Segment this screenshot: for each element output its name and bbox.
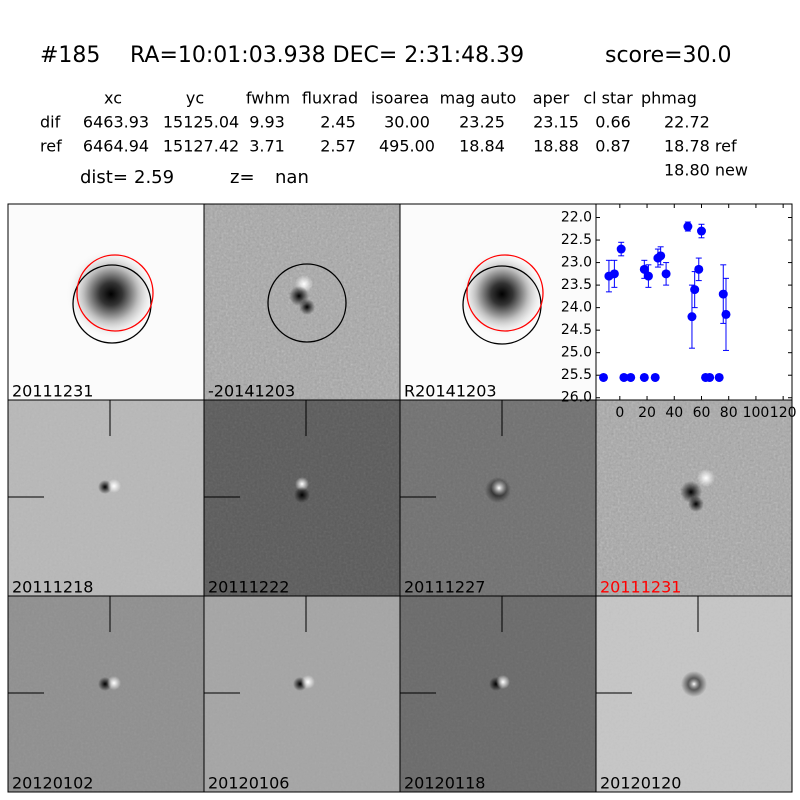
- table-cell: 15127.42: [163, 137, 239, 156]
- image: [400, 596, 596, 792]
- panel-label: 20111222: [208, 578, 289, 597]
- table-cell: 2.57: [320, 137, 356, 156]
- panel-label: 20111231: [600, 578, 681, 597]
- y-tick-label: 24.0: [561, 300, 592, 316]
- table-cell: 23.15: [533, 113, 579, 132]
- point: [650, 372, 660, 382]
- y-tick-label: 26.0: [561, 390, 592, 406]
- column-header: isoarea: [371, 89, 429, 108]
- z-value: nan: [275, 167, 309, 188]
- point: [687, 312, 697, 322]
- point: [690, 285, 700, 295]
- column-header: phmag: [641, 89, 697, 108]
- row-label: dif: [40, 113, 61, 132]
- panel-label: 20111231: [12, 382, 93, 401]
- panel-label: R20141203: [404, 382, 497, 401]
- y-tick-label: 25.0: [561, 345, 592, 361]
- table-cell: 22.72: [664, 113, 710, 132]
- panel-label: 20120118: [404, 774, 485, 793]
- z-label: z=: [230, 167, 255, 188]
- image: [204, 204, 400, 400]
- image: [8, 400, 204, 596]
- column-header: cl star: [583, 89, 633, 108]
- point: [598, 372, 608, 382]
- plot-frame: [595, 203, 793, 401]
- point: [626, 372, 636, 382]
- image: [204, 596, 400, 792]
- y-tick-label: 22.0: [561, 210, 592, 226]
- point: [705, 372, 715, 382]
- panel-label: 20120106: [208, 774, 289, 793]
- point: [721, 309, 731, 319]
- table-note: 18.80 new: [664, 161, 748, 180]
- table-cell: 23.25: [459, 113, 505, 132]
- point: [616, 244, 626, 254]
- y-tick-label: 24.5: [561, 322, 592, 338]
- point: [619, 372, 629, 382]
- dist-label: dist=: [80, 167, 128, 188]
- point: [683, 222, 693, 232]
- image: [8, 596, 204, 792]
- x-tick-label: 40: [665, 405, 683, 421]
- column-header: aper: [533, 89, 570, 108]
- panel-borders: [7, 203, 793, 793]
- panel-label: 20111227: [404, 578, 485, 597]
- plot-area: [596, 204, 792, 400]
- coordinates: RA=10:01:03.938 DEC= 2:31:48.39: [130, 43, 524, 68]
- object-id: #185: [40, 43, 100, 68]
- table-cell: 495.00: [379, 137, 435, 156]
- column-header: xc: [104, 89, 122, 108]
- image: [8, 204, 204, 400]
- image: [400, 400, 596, 596]
- table-cell: 15125.04: [163, 113, 239, 132]
- table-cell: 9.93: [249, 113, 285, 132]
- point: [639, 264, 649, 274]
- table-cell: 2.45: [320, 113, 356, 132]
- point: [694, 264, 704, 274]
- image: [596, 596, 792, 792]
- column-header: fwhm: [246, 89, 290, 108]
- point: [609, 269, 619, 279]
- point: [661, 269, 671, 279]
- x-tick-label: 120: [770, 405, 797, 421]
- table-cell: 3.71: [249, 137, 285, 156]
- panel-label: -20141203: [208, 382, 295, 401]
- column-header: mag auto: [440, 89, 517, 108]
- image: [204, 400, 400, 596]
- x-tick-label: 80: [720, 405, 738, 421]
- table-cell: 6464.94: [83, 137, 149, 156]
- x-tick-label: 100: [743, 405, 770, 421]
- x-tick-label: 0: [615, 405, 624, 421]
- x-tick-label: 20: [638, 405, 656, 421]
- y-tick-label: 25.5: [561, 367, 592, 383]
- table-cell: 18.84: [459, 137, 505, 156]
- table-cell: 6463.93: [83, 113, 149, 132]
- point: [639, 372, 649, 382]
- panel-label: 20120120: [600, 774, 681, 793]
- row-label: ref: [40, 137, 62, 156]
- panel-label: 20111218: [12, 578, 93, 597]
- score: score=30.0: [605, 43, 732, 68]
- column-header: yc: [186, 89, 204, 108]
- point: [643, 271, 653, 281]
- x-tick-label: 60: [693, 405, 711, 421]
- panel-label: 20120102: [12, 774, 93, 793]
- image: [400, 204, 596, 400]
- point: [656, 251, 666, 261]
- table-cell: 18.88: [533, 137, 579, 156]
- table-cell: 0.66: [595, 113, 631, 132]
- point: [696, 226, 706, 236]
- dist-value: 2.59: [134, 167, 174, 188]
- table-cell: 18.78 ref: [664, 137, 737, 156]
- table-cell: 30.00: [384, 113, 430, 132]
- point: [714, 372, 724, 382]
- table-cell: 0.87: [595, 137, 631, 156]
- y-tick-label: 23.0: [561, 255, 592, 271]
- image: [596, 400, 792, 596]
- y-tick-label: 23.5: [561, 277, 592, 293]
- column-header: fluxrad: [302, 89, 358, 108]
- y-tick-label: 22.5: [561, 232, 592, 248]
